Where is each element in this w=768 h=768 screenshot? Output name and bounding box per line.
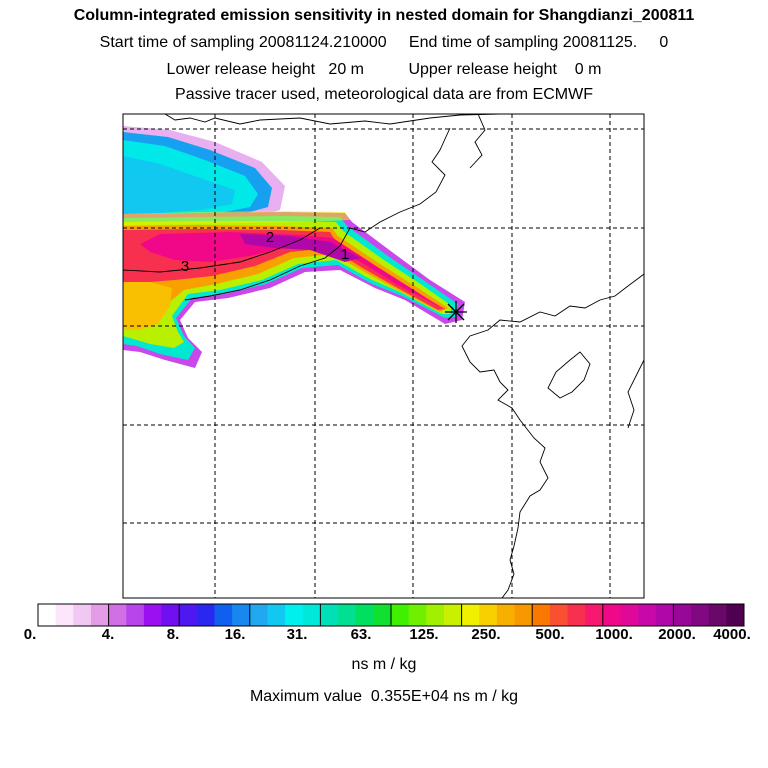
colorbar-segment: [620, 604, 639, 626]
plot-title: Column-integrated emission sensitivity i…: [73, 7, 695, 24]
colorbar-segment: [373, 604, 392, 626]
colorbar-segment: [426, 604, 445, 626]
coastline-borders: [123, 114, 644, 598]
colorbar-segment: [285, 604, 304, 626]
colorbar-segment: [338, 604, 357, 626]
trajectory-label-1: 1: [341, 246, 349, 263]
colorbar-segment: [90, 604, 110, 626]
colorbar-segment: [461, 604, 480, 626]
colorbar-segment: [108, 604, 127, 626]
colorbar-segment: [549, 604, 568, 626]
colorbar-label-500: 500.: [535, 626, 565, 643]
colorbar-segment: [126, 604, 145, 626]
release-height-line: Lower release height 20 m Upper release …: [166, 61, 602, 78]
lat-lon-grid: [123, 114, 644, 598]
colorbar-segment: [196, 604, 215, 626]
colorbar-segment: [179, 604, 198, 626]
colorbar-segment: [73, 604, 92, 626]
colorbar-label-4: 4.: [101, 626, 115, 643]
sampling-time-line: Start time of sampling 20081124.210000 E…: [99, 34, 669, 51]
colorbar-segment: [267, 604, 286, 626]
colorbar-segment: [55, 604, 74, 626]
colorbar-segment: [143, 604, 163, 626]
colorbar-segment: [726, 604, 745, 626]
colorbar-frame: [37, 603, 745, 627]
colorbar-segment: [355, 604, 374, 626]
map-frame: [122, 113, 645, 599]
colorbar-label-31: 31.: [286, 626, 308, 643]
colorbar-segment: [567, 604, 586, 626]
maximum-value-text: Maximum value 0.355E+04 ns m / kg: [249, 688, 519, 705]
sensitivity-field: [123, 126, 465, 368]
colorbar-segment: [496, 604, 516, 626]
colorbar-segment: [161, 604, 180, 626]
colorbar-segment: [691, 604, 710, 626]
colorbar-segment: [214, 604, 233, 626]
colorbar-label-4000: 4000.: [713, 626, 751, 643]
colorbar-label-0: 0.: [23, 626, 37, 643]
colorbar-segment: [655, 604, 674, 626]
colorbar-label-125: 125.: [409, 626, 439, 643]
colorbar-label-250: 250.: [471, 626, 501, 643]
colorbar-segment: [38, 604, 57, 626]
colorbar-segment: [585, 604, 604, 626]
colorbar-segment: [391, 604, 410, 626]
station-star-icon: [445, 301, 467, 323]
colorbar-segment: [320, 604, 339, 626]
colorbar-segment: [638, 604, 657, 626]
colorbar-units: ns m / kg: [351, 656, 417, 673]
colorbar-segment: [408, 604, 427, 626]
colorbar-segment: [708, 604, 727, 626]
colorbar-label-16: 16.: [224, 626, 246, 643]
colorbar-segment: [302, 604, 321, 626]
colorbar-segment: [249, 604, 268, 626]
colorbar-segment: [673, 604, 692, 626]
colorbar-segment: [232, 604, 251, 626]
colorbar-segment: [479, 604, 498, 626]
colorbar-segment: [602, 604, 621, 626]
colorbar-label-1000: 1000.: [595, 626, 633, 643]
colorbar-label-2000: 2000.: [658, 626, 696, 643]
colorbar-segment: [532, 604, 551, 626]
trajectory-label-3: 3: [181, 258, 189, 275]
colorbar-segment: [514, 604, 533, 626]
colorbar-label-8: 8.: [166, 626, 180, 643]
colorbar-segment: [443, 604, 463, 626]
tracer-info-line: Passive tracer used, meteorological data…: [175, 86, 593, 103]
trajectory-label-2: 2: [266, 229, 274, 246]
colorbar: [37, 604, 745, 626]
colorbar-label-63: 63.: [350, 626, 372, 643]
